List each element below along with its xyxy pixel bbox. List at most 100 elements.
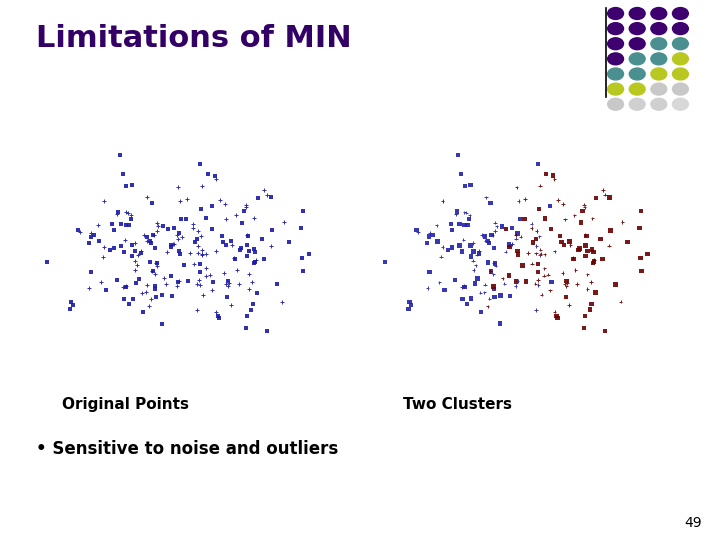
Point	[197, 245, 208, 254]
Point	[201, 214, 212, 222]
Point	[150, 218, 162, 227]
Point	[149, 270, 161, 279]
Point	[200, 271, 212, 280]
Point	[462, 221, 473, 230]
Point	[243, 285, 255, 293]
Point	[522, 248, 534, 257]
Point	[488, 285, 500, 294]
Point	[421, 239, 433, 247]
Point	[144, 237, 156, 246]
Point	[212, 312, 224, 320]
Point	[84, 284, 95, 292]
Point	[517, 261, 528, 270]
Point	[246, 305, 257, 314]
Point	[568, 255, 580, 264]
Point	[642, 250, 654, 259]
Point	[115, 220, 127, 228]
Point	[578, 323, 590, 332]
Point	[446, 226, 458, 234]
Point	[634, 224, 645, 232]
Point	[129, 256, 140, 265]
Point	[252, 194, 264, 202]
Point	[194, 260, 205, 268]
Point	[108, 243, 120, 252]
Point	[220, 215, 232, 224]
Point	[467, 256, 479, 265]
Point	[580, 241, 591, 249]
Point	[235, 246, 246, 254]
Point	[240, 203, 252, 212]
Point	[166, 243, 177, 252]
Text: 49: 49	[685, 516, 702, 530]
Point	[145, 294, 157, 303]
Point	[191, 279, 202, 288]
Point	[580, 252, 591, 260]
Point	[545, 225, 557, 233]
Point	[483, 239, 495, 247]
Point	[472, 274, 483, 283]
Point	[467, 110, 479, 118]
Point	[117, 283, 129, 292]
Point	[182, 277, 194, 286]
Point	[200, 264, 212, 273]
Point	[534, 251, 546, 259]
Point	[86, 229, 97, 238]
Point	[487, 231, 498, 239]
Point	[459, 208, 470, 217]
Point	[151, 227, 163, 235]
Point	[210, 174, 222, 183]
Point	[506, 239, 518, 248]
Point	[304, 250, 315, 259]
Point	[129, 239, 140, 247]
Point	[195, 232, 207, 241]
Point	[549, 247, 561, 255]
Point	[213, 313, 225, 322]
Point	[93, 221, 104, 230]
Point	[526, 224, 537, 232]
Point	[504, 243, 516, 252]
Point	[615, 298, 626, 306]
Text: Two Clusters: Two Clusters	[402, 397, 512, 412]
Point	[120, 208, 132, 217]
Text: Limitations of MIN: Limitations of MIN	[36, 24, 351, 53]
Point	[551, 312, 562, 320]
Point	[148, 231, 160, 239]
Point	[243, 232, 254, 240]
Point	[207, 225, 218, 233]
Point	[635, 253, 647, 262]
Point	[431, 221, 443, 230]
Point	[166, 292, 177, 301]
Point	[521, 277, 532, 286]
Point	[582, 270, 593, 279]
Point	[188, 259, 199, 268]
Point	[446, 243, 458, 252]
Point	[194, 160, 205, 168]
Point	[85, 232, 96, 241]
Point	[179, 261, 190, 270]
Point	[485, 199, 496, 207]
Point	[250, 257, 261, 266]
Point	[452, 151, 464, 159]
Point	[243, 247, 255, 255]
Point	[549, 174, 560, 183]
Point	[487, 282, 499, 291]
Point	[518, 214, 530, 223]
Point	[588, 248, 599, 256]
Point	[468, 266, 480, 274]
Point	[535, 249, 546, 258]
Point	[218, 268, 230, 277]
Point	[464, 211, 475, 220]
Point	[240, 323, 251, 332]
Point	[141, 237, 153, 245]
Point	[424, 268, 436, 276]
Point	[226, 241, 238, 249]
Point	[151, 261, 163, 270]
Point	[476, 231, 487, 239]
Point	[67, 300, 78, 309]
Point	[176, 214, 187, 223]
Point	[497, 274, 508, 283]
Point	[459, 282, 470, 291]
Point	[491, 222, 503, 231]
Point	[489, 293, 500, 301]
Point	[161, 247, 173, 256]
